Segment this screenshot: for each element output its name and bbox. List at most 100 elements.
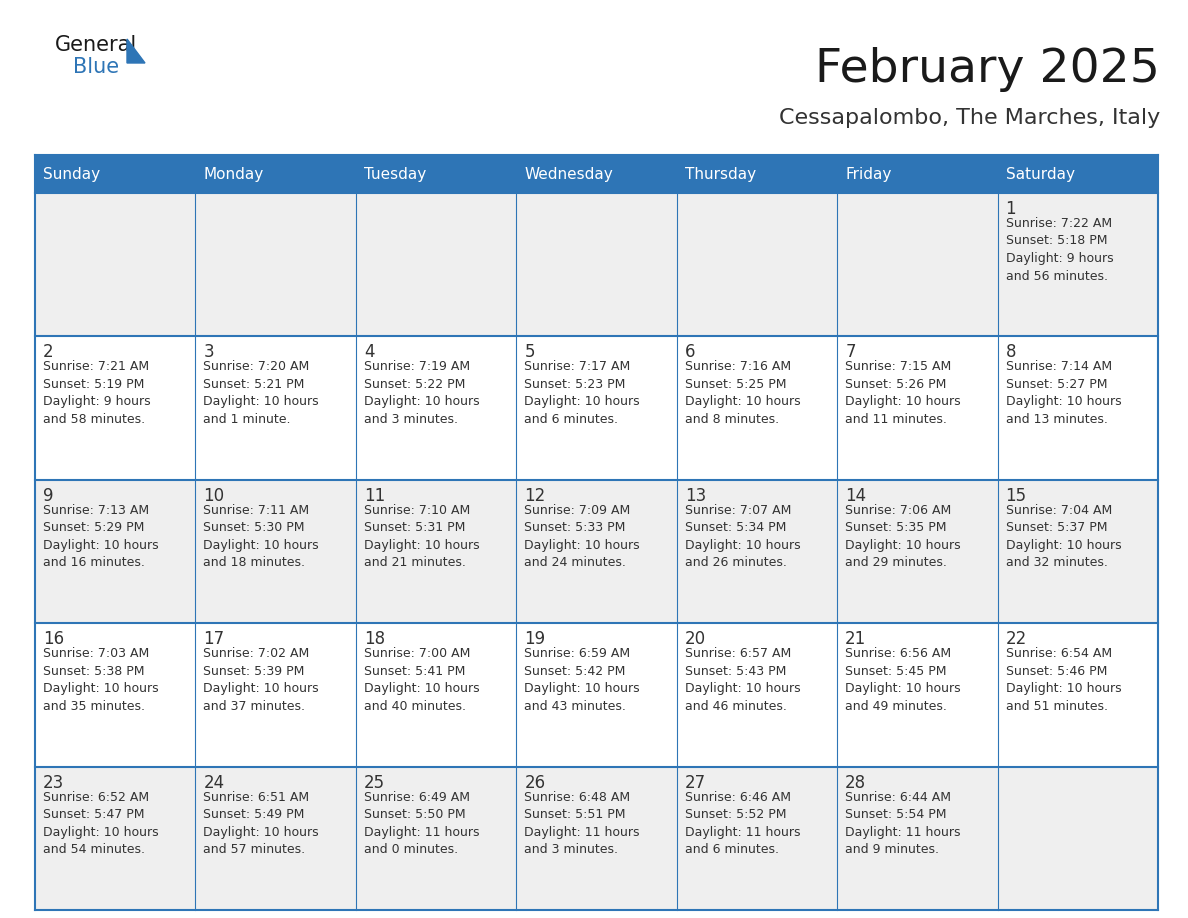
Text: 28: 28 [845,774,866,791]
Text: Blue: Blue [72,57,119,77]
Text: Sunrise: 7:22 AM
Sunset: 5:18 PM
Daylight: 9 hours
and 56 minutes.: Sunrise: 7:22 AM Sunset: 5:18 PM Dayligh… [1005,217,1113,283]
Text: 24: 24 [203,774,225,791]
Text: Sunrise: 7:20 AM
Sunset: 5:21 PM
Daylight: 10 hours
and 1 minute.: Sunrise: 7:20 AM Sunset: 5:21 PM Dayligh… [203,361,320,426]
Bar [998,193,1158,336]
Bar [34,623,196,767]
Text: 11: 11 [364,487,385,505]
Text: Sunrise: 7:16 AM
Sunset: 5:25 PM
Daylight: 10 hours
and 8 minutes.: Sunrise: 7:16 AM Sunset: 5:25 PM Dayligh… [684,361,801,426]
Bar [517,623,677,767]
Bar [517,480,677,623]
Bar [196,480,356,623]
Text: Sunrise: 7:19 AM
Sunset: 5:22 PM
Daylight: 10 hours
and 3 minutes.: Sunrise: 7:19 AM Sunset: 5:22 PM Dayligh… [364,361,480,426]
Text: Sunrise: 7:17 AM
Sunset: 5:23 PM
Daylight: 10 hours
and 6 minutes.: Sunrise: 7:17 AM Sunset: 5:23 PM Dayligh… [524,361,640,426]
Bar [356,155,517,193]
Bar [677,767,838,910]
Text: 10: 10 [203,487,225,505]
Text: 15: 15 [1005,487,1026,505]
Text: Sunrise: 7:10 AM
Sunset: 5:31 PM
Daylight: 10 hours
and 21 minutes.: Sunrise: 7:10 AM Sunset: 5:31 PM Dayligh… [364,504,480,569]
Text: Sunrise: 7:11 AM
Sunset: 5:30 PM
Daylight: 10 hours
and 18 minutes.: Sunrise: 7:11 AM Sunset: 5:30 PM Dayligh… [203,504,320,569]
Text: Thursday: Thursday [684,166,756,182]
Bar [677,155,838,193]
Bar [196,767,356,910]
Text: Tuesday: Tuesday [364,166,426,182]
Bar [998,155,1158,193]
Text: Sunrise: 6:56 AM
Sunset: 5:45 PM
Daylight: 10 hours
and 49 minutes.: Sunrise: 6:56 AM Sunset: 5:45 PM Dayligh… [845,647,961,712]
Text: 13: 13 [684,487,706,505]
Text: 26: 26 [524,774,545,791]
Text: 2: 2 [43,343,53,362]
Text: 25: 25 [364,774,385,791]
Bar [196,155,356,193]
Bar [34,767,196,910]
Text: Cessapalombo, The Marches, Italy: Cessapalombo, The Marches, Italy [779,108,1159,128]
Text: 12: 12 [524,487,545,505]
Bar [838,336,998,480]
Text: 19: 19 [524,630,545,648]
Text: 27: 27 [684,774,706,791]
Bar [998,480,1158,623]
Text: Monday: Monday [203,166,264,182]
Text: Sunrise: 6:57 AM
Sunset: 5:43 PM
Daylight: 10 hours
and 46 minutes.: Sunrise: 6:57 AM Sunset: 5:43 PM Dayligh… [684,647,801,712]
Bar [356,480,517,623]
Text: Sunrise: 6:46 AM
Sunset: 5:52 PM
Daylight: 11 hours
and 6 minutes.: Sunrise: 6:46 AM Sunset: 5:52 PM Dayligh… [684,790,801,856]
Text: Wednesday: Wednesday [524,166,613,182]
Bar [356,336,517,480]
Bar [517,767,677,910]
Bar [34,480,196,623]
Bar [998,623,1158,767]
Text: Sunrise: 6:59 AM
Sunset: 5:42 PM
Daylight: 10 hours
and 43 minutes.: Sunrise: 6:59 AM Sunset: 5:42 PM Dayligh… [524,647,640,712]
Bar [34,155,196,193]
Bar [356,623,517,767]
Text: 3: 3 [203,343,214,362]
Text: 18: 18 [364,630,385,648]
Text: 4: 4 [364,343,374,362]
Text: Sunrise: 7:00 AM
Sunset: 5:41 PM
Daylight: 10 hours
and 40 minutes.: Sunrise: 7:00 AM Sunset: 5:41 PM Dayligh… [364,647,480,712]
Bar [838,767,998,910]
Text: Sunrise: 7:21 AM
Sunset: 5:19 PM
Daylight: 9 hours
and 58 minutes.: Sunrise: 7:21 AM Sunset: 5:19 PM Dayligh… [43,361,151,426]
Text: 23: 23 [43,774,64,791]
Text: 20: 20 [684,630,706,648]
Text: 21: 21 [845,630,866,648]
Bar [838,623,998,767]
Bar [998,336,1158,480]
Text: 1: 1 [1005,200,1016,218]
Bar [196,336,356,480]
Bar [517,193,677,336]
Text: Saturday: Saturday [1005,166,1075,182]
Text: Sunrise: 7:07 AM
Sunset: 5:34 PM
Daylight: 10 hours
and 26 minutes.: Sunrise: 7:07 AM Sunset: 5:34 PM Dayligh… [684,504,801,569]
Text: Sunrise: 7:02 AM
Sunset: 5:39 PM
Daylight: 10 hours
and 37 minutes.: Sunrise: 7:02 AM Sunset: 5:39 PM Dayligh… [203,647,320,712]
Bar [677,480,838,623]
Text: February 2025: February 2025 [815,48,1159,93]
Text: Sunrise: 6:49 AM
Sunset: 5:50 PM
Daylight: 11 hours
and 0 minutes.: Sunrise: 6:49 AM Sunset: 5:50 PM Dayligh… [364,790,479,856]
Bar [34,336,196,480]
Text: Sunrise: 7:04 AM
Sunset: 5:37 PM
Daylight: 10 hours
and 32 minutes.: Sunrise: 7:04 AM Sunset: 5:37 PM Dayligh… [1005,504,1121,569]
Bar [677,623,838,767]
Bar [677,336,838,480]
Text: Sunrise: 6:48 AM
Sunset: 5:51 PM
Daylight: 11 hours
and 3 minutes.: Sunrise: 6:48 AM Sunset: 5:51 PM Dayligh… [524,790,640,856]
Text: Sunrise: 6:51 AM
Sunset: 5:49 PM
Daylight: 10 hours
and 57 minutes.: Sunrise: 6:51 AM Sunset: 5:49 PM Dayligh… [203,790,320,856]
Text: Sunrise: 7:09 AM
Sunset: 5:33 PM
Daylight: 10 hours
and 24 minutes.: Sunrise: 7:09 AM Sunset: 5:33 PM Dayligh… [524,504,640,569]
Bar [356,767,517,910]
Text: Sunday: Sunday [43,166,100,182]
Text: 17: 17 [203,630,225,648]
Text: 9: 9 [43,487,53,505]
Text: 8: 8 [1005,343,1016,362]
Text: Sunrise: 6:52 AM
Sunset: 5:47 PM
Daylight: 10 hours
and 54 minutes.: Sunrise: 6:52 AM Sunset: 5:47 PM Dayligh… [43,790,159,856]
Text: 5: 5 [524,343,535,362]
Text: Sunrise: 7:03 AM
Sunset: 5:38 PM
Daylight: 10 hours
and 35 minutes.: Sunrise: 7:03 AM Sunset: 5:38 PM Dayligh… [43,647,159,712]
Text: 14: 14 [845,487,866,505]
Text: Sunrise: 7:15 AM
Sunset: 5:26 PM
Daylight: 10 hours
and 11 minutes.: Sunrise: 7:15 AM Sunset: 5:26 PM Dayligh… [845,361,961,426]
Bar [356,193,517,336]
Bar [838,480,998,623]
Bar [838,155,998,193]
Bar [517,336,677,480]
Bar [838,193,998,336]
Polygon shape [127,39,145,63]
Bar [34,193,196,336]
Text: General: General [55,35,138,55]
Bar [998,767,1158,910]
Text: 6: 6 [684,343,695,362]
Text: Sunrise: 6:44 AM
Sunset: 5:54 PM
Daylight: 11 hours
and 9 minutes.: Sunrise: 6:44 AM Sunset: 5:54 PM Dayligh… [845,790,961,856]
Bar [196,623,356,767]
Text: Sunrise: 6:54 AM
Sunset: 5:46 PM
Daylight: 10 hours
and 51 minutes.: Sunrise: 6:54 AM Sunset: 5:46 PM Dayligh… [1005,647,1121,712]
